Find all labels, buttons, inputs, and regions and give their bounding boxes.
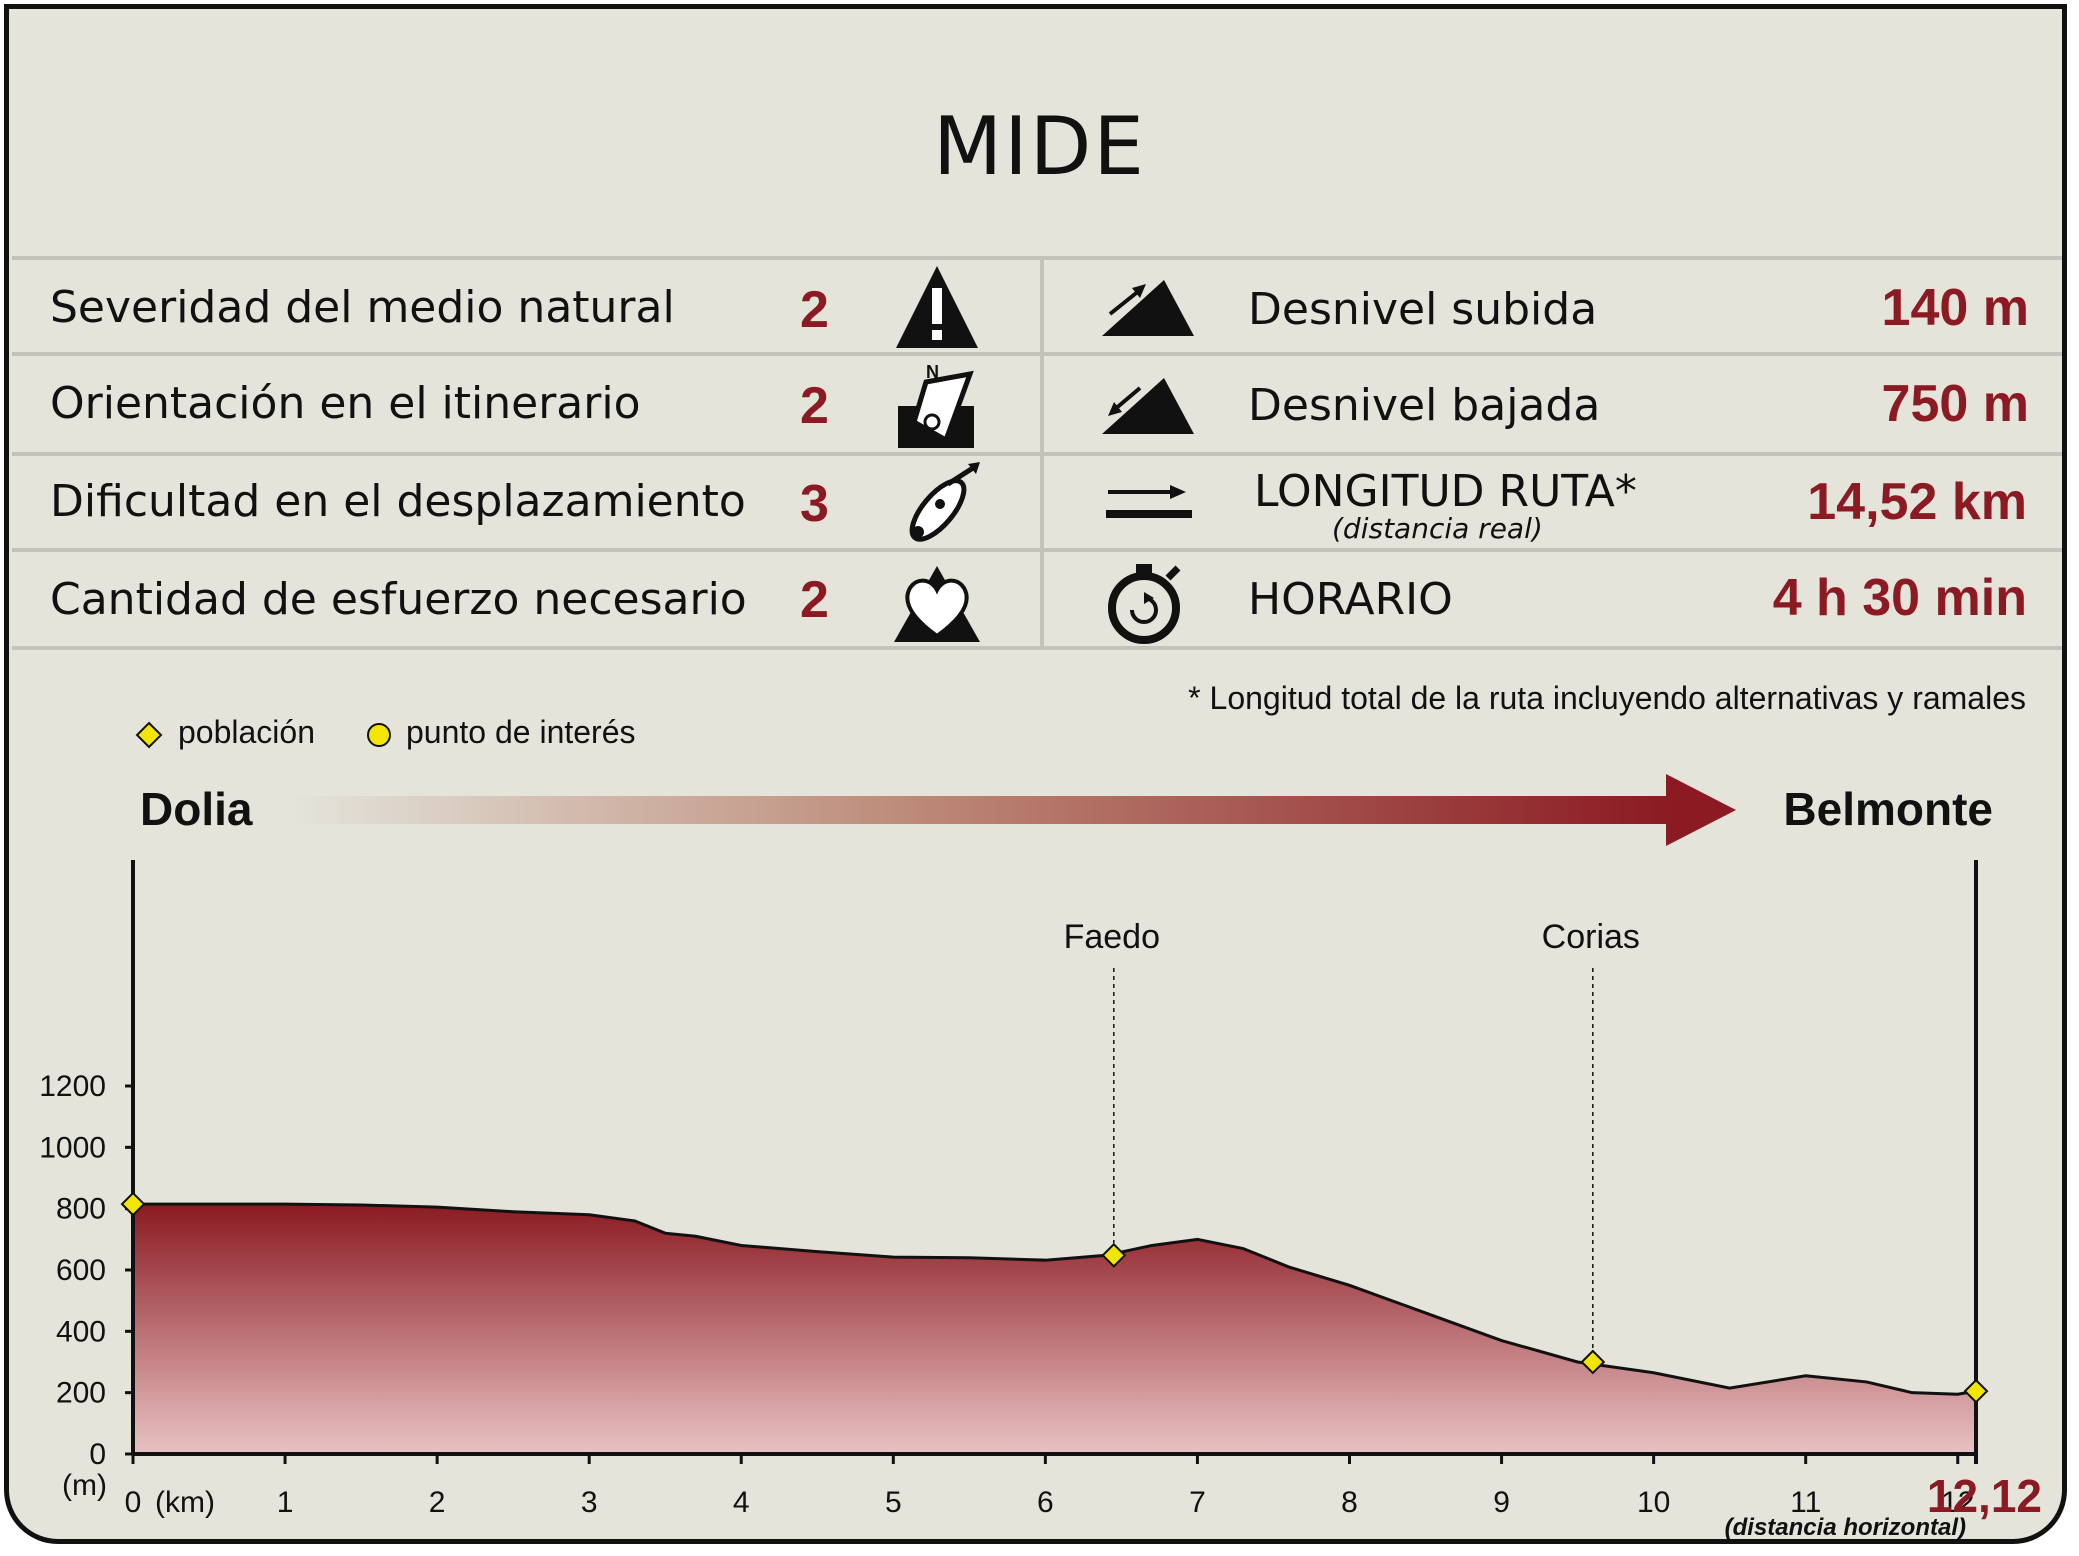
y-tick-label: 0 [89, 1438, 106, 1471]
table-divider [12, 256, 2062, 260]
x-tick-label: 10 [1637, 1486, 1670, 1519]
stat-label-time: HORARIO [1248, 574, 1453, 625]
mide-label-orientation: Orientación en el itinerario [50, 378, 641, 429]
y-tick-label: 200 [56, 1377, 106, 1410]
y-tick-label: 800 [56, 1193, 106, 1226]
mide-level-difficulty: 3 [800, 475, 829, 533]
stopwatch-icon [1102, 556, 1192, 651]
x-tick-label: 0 [125, 1486, 142, 1519]
town-marker [120, 1191, 146, 1217]
y-tick-label: 1200 [39, 1070, 106, 1103]
ascent-icon [1100, 270, 1200, 345]
y-tick-label: 600 [56, 1254, 106, 1287]
stat-label-length: LONGITUD RUTA* [1254, 466, 1637, 517]
mide-label-difficulty: Dificultad en el desplazamiento [50, 476, 746, 527]
distance-arrow-icon [1104, 482, 1194, 527]
x-tick-label: 6 [1037, 1486, 1054, 1519]
footnote: * Longitud total de la ruta incluyendo a… [1188, 680, 2026, 716]
route-start: Dolia [140, 783, 253, 835]
y-tick-label: 400 [56, 1315, 106, 1348]
mide-label-effort: Cantidad de esfuerzo necesario [50, 574, 747, 625]
mide-level-severity: 2 [800, 281, 829, 339]
elevation-area [133, 1204, 1976, 1454]
x-tick-label: 12 [1941, 1486, 1974, 1519]
stat-value-ascent: 140 m [1881, 279, 2029, 337]
x-axis-unit: (km) [155, 1486, 215, 1519]
x-tick-label: 1 [277, 1486, 294, 1519]
stat-value-descent: 750 m [1881, 375, 2029, 433]
town-marker [1963, 1378, 1989, 1404]
heart-effort-icon [892, 556, 982, 651]
x-tick-label: 2 [429, 1486, 446, 1519]
town-marker [1580, 1349, 1606, 1375]
table-divider [12, 646, 2062, 650]
poi-marker-legend-icon [364, 720, 394, 755]
legend-town-label: población [178, 714, 315, 750]
x-tick-label: 8 [1341, 1486, 1358, 1519]
warning-icon [892, 262, 982, 357]
x-tick-label: 5 [885, 1486, 902, 1519]
x-axis-note: (distancia horizontal) [1725, 1514, 1966, 1541]
table-divider [12, 548, 2062, 552]
route-end: Belmonte [1783, 783, 1993, 835]
x-tick-label: 3 [581, 1486, 598, 1519]
table-divider [12, 352, 2062, 356]
stat-sublabel-length: (distancia real) [1332, 512, 1543, 545]
table-column-divider [1040, 258, 1044, 648]
page-title: MIDE [933, 100, 1146, 193]
town-marker-legend-icon [134, 720, 164, 755]
stat-label-ascent: Desnivel subida [1248, 284, 1598, 335]
stat-value-time: 4 h 30 min [1772, 569, 2027, 627]
x-tick-label: 4 [733, 1486, 750, 1519]
town-marker [1101, 1242, 1127, 1268]
y-axis-unit: (m) [62, 1469, 107, 1502]
stat-value-length: 14,52 km [1807, 473, 2027, 531]
mide-level-orientation: 2 [800, 377, 829, 435]
route-direction-arrow [290, 772, 1740, 853]
town-name-label: Faedo [1064, 918, 1160, 956]
mide-label-severity: Severidad del medio natural [50, 282, 675, 333]
svg-text:N: N [926, 362, 939, 382]
y-tick-label: 1000 [39, 1131, 106, 1164]
table-divider [12, 452, 2062, 456]
x-tick-label: 11 [1790, 1486, 1821, 1519]
footprint-icon [896, 460, 986, 555]
x-tick-label: 7 [1189, 1486, 1206, 1519]
compass-orientation-icon: N [896, 362, 986, 457]
x-tick-label: 9 [1493, 1486, 1510, 1519]
town-name-label: Corias [1542, 918, 1640, 956]
legend-poi-label: punto de interés [406, 714, 636, 750]
stat-label-descent: Desnivel bajada [1248, 380, 1601, 431]
mide-level-effort: 2 [800, 571, 829, 629]
descent-icon [1100, 368, 1200, 443]
total-distance-label: 12,12 [1927, 1470, 2042, 1522]
